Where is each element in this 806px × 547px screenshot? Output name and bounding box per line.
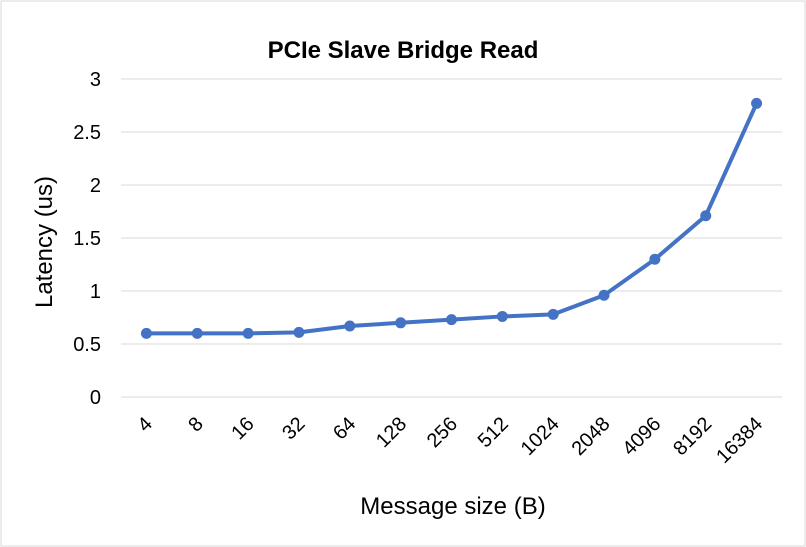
data-point xyxy=(293,326,305,338)
data-point xyxy=(598,289,610,301)
x-axis-label: Message size (B) xyxy=(360,493,545,520)
data-point xyxy=(191,327,203,339)
grid-lines xyxy=(121,78,782,398)
data-point xyxy=(751,97,763,109)
y-tick-label: 3 xyxy=(90,69,101,91)
data-point xyxy=(140,327,152,339)
y-tick-label: 2.5 xyxy=(73,122,101,144)
data-point xyxy=(395,317,407,329)
y-tick-label: 1 xyxy=(90,281,101,303)
data-point xyxy=(344,320,356,332)
data-point xyxy=(446,314,457,326)
y-tick-label: 2 xyxy=(90,175,101,197)
data-point xyxy=(242,327,254,339)
series-layer xyxy=(140,97,763,339)
y-tick-label: 0.5 xyxy=(73,334,101,356)
data-point xyxy=(547,308,559,320)
data-point xyxy=(649,253,661,265)
y-axis-ticks: 0 0.5 1 1.5 2 2.5 3 xyxy=(73,69,101,409)
data-point xyxy=(496,310,508,322)
data-point xyxy=(700,210,712,222)
y-axis-label: Latency (us) xyxy=(31,176,58,308)
chart-title: PCIe Slave Bridge Read xyxy=(268,37,539,64)
y-tick-label: 1.5 xyxy=(73,228,101,250)
y-tick-label: 0 xyxy=(90,387,101,409)
